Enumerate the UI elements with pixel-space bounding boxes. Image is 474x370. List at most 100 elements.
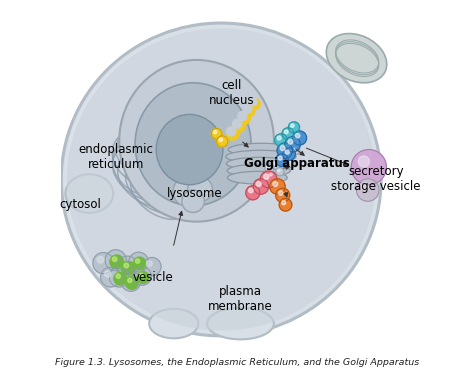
Circle shape <box>278 156 282 160</box>
Ellipse shape <box>182 190 204 212</box>
Circle shape <box>284 130 288 134</box>
Circle shape <box>285 137 300 152</box>
Circle shape <box>246 186 260 200</box>
Ellipse shape <box>228 171 287 184</box>
Text: Figure 1.3. Lysosomes, the Endoplasmic Reticulum, and the Golgi Apparatus: Figure 1.3. Lysosomes, the Endoplasmic R… <box>55 358 419 367</box>
Text: vesicle: vesicle <box>132 271 173 285</box>
Circle shape <box>358 156 370 167</box>
Circle shape <box>277 169 280 172</box>
Circle shape <box>292 131 307 145</box>
Circle shape <box>295 134 300 138</box>
Circle shape <box>249 98 260 110</box>
Circle shape <box>219 138 222 141</box>
Ellipse shape <box>65 28 374 331</box>
Circle shape <box>266 165 270 168</box>
Circle shape <box>105 250 126 271</box>
Circle shape <box>256 182 261 186</box>
Circle shape <box>282 201 286 205</box>
Circle shape <box>233 119 242 128</box>
Circle shape <box>227 127 236 136</box>
Circle shape <box>288 122 300 133</box>
Circle shape <box>110 255 124 269</box>
Ellipse shape <box>156 114 223 185</box>
Circle shape <box>287 159 296 168</box>
Ellipse shape <box>173 177 202 206</box>
Ellipse shape <box>149 309 198 338</box>
Circle shape <box>109 267 129 287</box>
Circle shape <box>260 171 277 188</box>
Circle shape <box>273 162 276 165</box>
Circle shape <box>211 128 222 139</box>
Circle shape <box>136 259 140 263</box>
Circle shape <box>129 252 148 272</box>
Circle shape <box>217 136 228 147</box>
Circle shape <box>270 179 285 194</box>
Circle shape <box>285 150 289 154</box>
Text: Golgi apparatus: Golgi apparatus <box>244 157 350 170</box>
Circle shape <box>227 127 239 140</box>
Circle shape <box>276 188 290 202</box>
Circle shape <box>93 253 114 274</box>
Ellipse shape <box>135 83 251 206</box>
Circle shape <box>139 273 143 277</box>
Circle shape <box>356 179 379 201</box>
Text: cytosol: cytosol <box>60 198 101 211</box>
Ellipse shape <box>228 143 295 156</box>
Circle shape <box>249 98 257 106</box>
Circle shape <box>268 172 276 180</box>
Circle shape <box>105 271 111 277</box>
Ellipse shape <box>227 157 293 170</box>
Circle shape <box>288 139 293 144</box>
Circle shape <box>351 149 386 185</box>
Circle shape <box>280 146 285 151</box>
Text: endoplasmic
reticulum: endoplasmic reticulum <box>78 142 153 171</box>
Ellipse shape <box>66 28 376 331</box>
Circle shape <box>361 183 368 190</box>
Circle shape <box>238 111 247 121</box>
Ellipse shape <box>227 164 291 177</box>
Circle shape <box>282 128 294 140</box>
Circle shape <box>292 147 300 155</box>
Text: plasma
membrane: plasma membrane <box>208 285 273 313</box>
Circle shape <box>273 182 278 186</box>
Circle shape <box>264 174 269 179</box>
Circle shape <box>143 258 161 276</box>
Circle shape <box>133 257 146 270</box>
Circle shape <box>126 276 138 289</box>
Circle shape <box>272 160 281 169</box>
Text: cell
nucleus: cell nucleus <box>209 79 255 107</box>
Text: secretory
storage vesicle: secretory storage vesicle <box>331 165 420 194</box>
Text: lysosome: lysosome <box>167 187 223 200</box>
Circle shape <box>294 148 296 151</box>
Circle shape <box>237 112 250 125</box>
Circle shape <box>116 274 120 278</box>
Circle shape <box>244 105 252 113</box>
Circle shape <box>276 168 284 176</box>
Circle shape <box>137 272 149 283</box>
Circle shape <box>274 134 287 147</box>
Circle shape <box>114 272 127 285</box>
Circle shape <box>279 191 283 195</box>
Circle shape <box>112 257 117 262</box>
Circle shape <box>124 263 128 268</box>
Circle shape <box>277 143 292 158</box>
Circle shape <box>244 105 255 117</box>
Circle shape <box>232 120 245 132</box>
Circle shape <box>97 256 104 263</box>
Circle shape <box>213 130 217 134</box>
Ellipse shape <box>326 34 387 83</box>
Circle shape <box>276 154 288 166</box>
Circle shape <box>270 173 273 176</box>
Ellipse shape <box>188 177 212 202</box>
Circle shape <box>121 272 141 291</box>
Circle shape <box>133 267 151 285</box>
Ellipse shape <box>226 150 296 163</box>
Circle shape <box>248 188 253 193</box>
Circle shape <box>117 256 138 277</box>
Circle shape <box>279 198 292 211</box>
Ellipse shape <box>207 308 274 339</box>
Circle shape <box>283 148 295 161</box>
Circle shape <box>253 179 269 194</box>
Circle shape <box>291 124 294 127</box>
Circle shape <box>100 267 120 287</box>
